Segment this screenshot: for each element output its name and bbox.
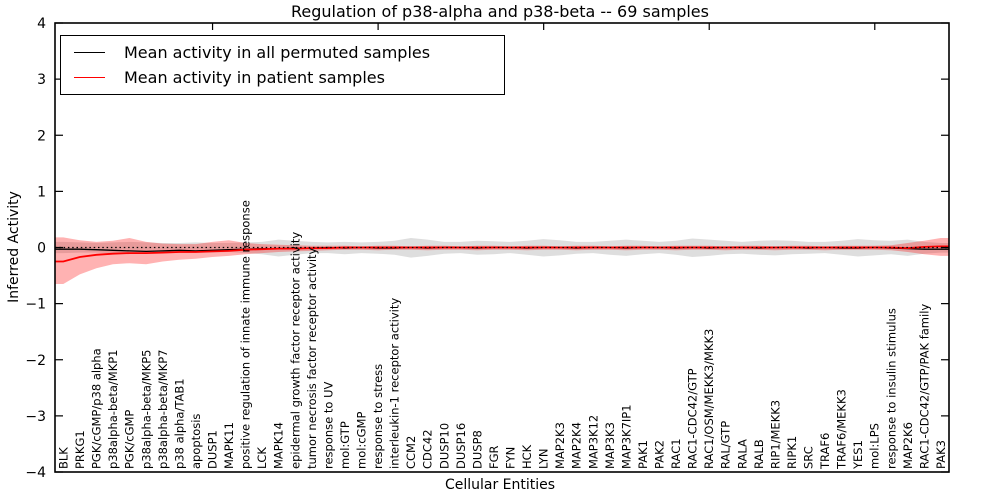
y-axis-label: Inferred Activity [6, 191, 22, 303]
x-tick-label: LYN [537, 448, 551, 469]
x-tick-label: YES1 [851, 440, 865, 470]
x-tick-label: FYN [504, 447, 518, 469]
y-tick-label: 4 [37, 16, 46, 32]
x-tick-label: epidermal growth factor receptor activit… [288, 232, 302, 469]
x-tick-label: p38 alpha/TAB1 [172, 378, 186, 469]
legend-label: Mean activity in all permuted samples [124, 42, 431, 62]
x-tick-label: RAC1/OSM/MEKK3/MKK3 [702, 329, 716, 469]
x-tick-label: mol:LPS [868, 423, 882, 469]
x-tick-label: RIPK1 [785, 436, 799, 469]
x-tick-label: PAK3 [934, 440, 948, 469]
x-tick-label: response to insulin stimulus [884, 308, 898, 469]
y-tick-label: 2 [37, 128, 46, 144]
x-tick-label: BLK [57, 447, 71, 469]
x-tick-label: LCK [255, 447, 269, 469]
legend-label: Mean activity in patient samples [124, 67, 385, 87]
x-tick-label: MAP2K3 [553, 422, 567, 469]
patient-line-swatch [74, 76, 105, 78]
x-tick-label: positive regulation of innate immune res… [239, 200, 253, 469]
x-axis-label: Cellular Entities [444, 477, 556, 493]
x-tick-label: MAPK11 [222, 422, 236, 469]
x-tick-label: RAC1-CDC42/GTP/PAK family [917, 304, 931, 469]
x-tick-label: FGR [487, 445, 501, 469]
x-tick-label: PGK/cGMP/p38 alpha [90, 348, 104, 469]
x-tick-label: RAC1-CDC42/GTP [686, 368, 700, 469]
x-tick-label: PRKG1 [73, 430, 87, 469]
x-tick-label: mol:GTP [338, 421, 352, 469]
x-tick-label: MAP3K7IP1 [619, 404, 633, 469]
x-tick-label: DUSP10 [437, 423, 451, 469]
y-tick-label: 1 [37, 184, 46, 200]
x-tick-label: MAP3K12 [586, 415, 600, 469]
x-tick-label: CCM2 [404, 436, 418, 469]
x-tick-label: p38alpha-beta/MKP7 [156, 350, 170, 469]
y-tick-label: −1 [25, 297, 46, 313]
x-tick-label: interleukin-1 receptor activity [388, 298, 402, 469]
x-tick-label: PAK2 [653, 440, 667, 469]
legend: Mean activity in all permuted samples Me… [60, 35, 505, 95]
x-tick-label: RIP1/MEKK3 [768, 400, 782, 469]
x-tick-label: apoptosis [189, 414, 203, 469]
x-tick-label: MAP2K6 [901, 422, 915, 469]
y-tick-label: −2 [25, 353, 46, 369]
x-tick-label: PGK/cGMP [123, 410, 137, 469]
patient-mean-line [55, 245, 949, 263]
x-tick-label: MAP3K3 [603, 422, 617, 469]
x-tick-label: MAPK14 [272, 422, 286, 469]
x-tick-label: DUSP16 [454, 423, 468, 469]
x-tick-label: DUSP8 [470, 430, 484, 469]
y-tick-label: 0 [37, 241, 46, 257]
x-tick-label: CDC42 [421, 429, 435, 469]
x-tick-label: SRC [802, 446, 816, 469]
x-tick-label: RALB [752, 439, 766, 469]
y-tick-label: −3 [25, 409, 46, 425]
x-tick-label: TRAF6 [818, 433, 832, 470]
legend-item-permuted: Mean activity in all permuted samples [74, 44, 504, 62]
x-tick-label: mol:cGMP [355, 412, 369, 469]
permuted-line-swatch [74, 52, 105, 54]
x-tick-label: p38alpha-beta/MKP5 [139, 350, 153, 469]
x-tick-label: response to stress [371, 364, 385, 469]
x-tick-label: tumor necrosis factor receptor activity [305, 247, 319, 469]
legend-item-patient: Mean activity in patient samples [74, 67, 504, 87]
x-tick-label: MAP2K4 [570, 422, 584, 469]
x-tick-label: DUSP1 [206, 430, 220, 469]
chart-title: Regulation of p38-alpha and p38-beta -- … [291, 2, 709, 21]
x-tick-label: RAL/GTP [719, 421, 733, 469]
x-tick-label: TRAF6/MEKK3 [835, 389, 849, 470]
y-tick-label: 3 [37, 72, 46, 88]
x-tick-label: RALA [735, 439, 749, 469]
x-tick-label: RAC1 [669, 438, 683, 469]
x-tick-label: HCK [520, 444, 534, 469]
x-tick-label: response to UV [321, 381, 335, 469]
x-tick-label: PAK1 [636, 440, 650, 469]
y-tick-label: −4 [25, 465, 46, 481]
x-tick-label: p38alpha-beta/MKP1 [106, 350, 120, 469]
